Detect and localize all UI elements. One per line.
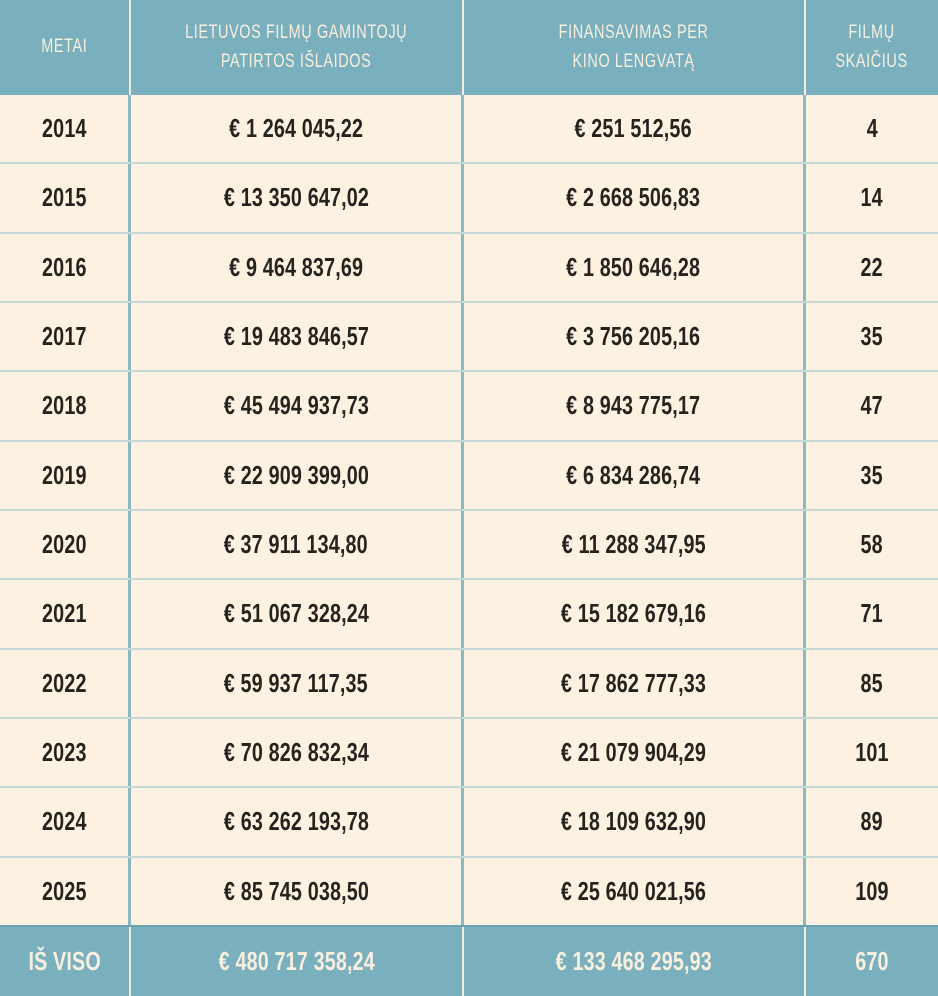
table-header: METAI LIETUVOS FILMŲ GAMINTOJŲ PATIRTOS … — [0, 0, 938, 95]
total-row: IŠ VISO € 480 717 358,24 € 133 468 295,9… — [0, 925, 938, 996]
table-row: 2024 € 63 262 193,78 € 18 109 632,90 89 — [0, 788, 938, 858]
table-row: 2019 € 22 909 399,00 € 6 834 286,74 35 — [0, 441, 938, 511]
incentive-cell: € 18 109 632,90 — [464, 788, 806, 856]
films-count-cell: 35 — [860, 321, 884, 352]
films-count-cell: 58 — [860, 529, 884, 560]
year-cell: 2025 — [0, 857, 132, 925]
incentive-cell: € 8 943 775,17 — [464, 372, 806, 440]
incentive-cell: € 2 668 506,83 — [464, 164, 806, 232]
table-row: 2020 € 37 911 134,80 € 11 288 347,95 58 — [0, 510, 938, 581]
expenses-cell: € 22 909 399,00 — [131, 441, 465, 509]
year-cell: 2022 — [0, 649, 132, 717]
incentive-cell: € 6 834 286,74 — [464, 441, 806, 509]
films-count-cell: 22 — [860, 251, 884, 282]
year-cell: 2014 — [0, 95, 132, 163]
header-incentive: FINANSAVIMAS PER KINO LENGVATĄ — [464, 0, 806, 95]
films-count-cell: 14 — [860, 182, 884, 213]
total-expenses-cell: € 480 717 358,24 — [131, 927, 465, 996]
header-film-count: FILMŲ SKAIČIUS — [806, 0, 938, 95]
incentive-cell: € 25 640 021,56 — [464, 857, 806, 925]
incentive-cell: € 3 756 205,16 — [464, 302, 806, 371]
incentive-cell: € 1 850 646,28 — [464, 233, 806, 301]
films-count-cell: 101 — [855, 737, 889, 768]
table-row: 2023 € 70 826 832,34 € 21 079 904,29 101 — [0, 718, 938, 789]
total-films-cell: 670 — [855, 946, 889, 976]
films-count-cell: 89 — [860, 806, 884, 837]
total-label-cell: IŠ VISO — [0, 927, 132, 996]
year-cell: 2023 — [0, 718, 132, 787]
table-row: 2017 € 19 483 846,57 € 3 756 205,16 35 — [0, 302, 938, 373]
year-cell: 2016 — [0, 233, 132, 301]
year-cell: 2018 — [0, 372, 132, 440]
year-cell: 2017 — [0, 302, 132, 371]
expenses-cell: € 70 826 832,34 — [131, 718, 465, 787]
table-row: 2018 € 45 494 937,73 € 8 943 775,17 47 — [0, 372, 938, 442]
expenses-cell: € 13 350 647,02 — [131, 164, 465, 232]
header-expenses: LIETUVOS FILMŲ GAMINTOJŲ PATIRTOS IŠLAID… — [131, 0, 465, 95]
year-cell: 2021 — [0, 580, 132, 648]
films-count-cell: 71 — [860, 598, 884, 629]
year-cell: 2020 — [0, 510, 132, 579]
expenses-cell: € 9 464 837,69 — [131, 233, 465, 301]
expenses-cell: € 59 937 117,35 — [131, 649, 465, 717]
table-row: 2025 € 85 745 038,50 € 25 640 021,56 109 — [0, 857, 938, 925]
expenses-cell: € 1 264 045,22 — [131, 95, 465, 163]
header-metai: METAI — [0, 0, 132, 95]
incentive-cell: € 11 288 347,95 — [464, 510, 806, 579]
incentive-cell: € 15 182 679,16 — [464, 580, 806, 648]
table-row: 2016 € 9 464 837,69 € 1 850 646,28 22 — [0, 233, 938, 303]
expenses-cell: € 51 067 328,24 — [131, 580, 465, 648]
header-metai-label: METAI — [41, 36, 88, 58]
header-film-count-label: FILMŲ SKAIČIUS — [835, 22, 909, 72]
header-expenses-label: LIETUVOS FILMŲ GAMINTOJŲ PATIRTOS IŠLAID… — [185, 22, 408, 72]
table-row: 2021 € 51 067 328,24 € 15 182 679,16 71 — [0, 580, 938, 650]
films-count-cell: 47 — [860, 390, 884, 421]
films-count-cell: 35 — [860, 459, 884, 490]
year-cell: 2024 — [0, 788, 132, 856]
header-incentive-label: FINANSAVIMAS PER KINO LENGVATĄ — [559, 22, 709, 72]
films-count-cell: 4 — [866, 113, 878, 144]
expenses-cell: € 37 911 134,80 — [131, 510, 465, 579]
table-row: 2015 € 13 350 647,02 € 2 668 506,83 14 — [0, 164, 938, 234]
expenses-cell: € 19 483 846,57 — [131, 302, 465, 371]
expenses-cell: € 63 262 193,78 — [131, 788, 465, 856]
incentive-cell: € 251 512,56 — [464, 95, 806, 163]
films-count-cell: 109 — [855, 875, 889, 906]
expenses-cell: € 85 745 038,50 — [131, 857, 465, 925]
table-row: 2022 € 59 937 117,35 € 17 862 777,33 85 — [0, 649, 938, 719]
total-incentive-cell: € 133 468 295,93 — [464, 927, 806, 996]
table-body: 2014 € 1 264 045,22 € 251 512,56 4 2015 … — [0, 95, 938, 925]
table-row: 2014 € 1 264 045,22 € 251 512,56 4 — [0, 95, 938, 165]
year-cell: 2015 — [0, 164, 132, 232]
incentive-cell: € 17 862 777,33 — [464, 649, 806, 717]
incentive-cell: € 21 079 904,29 — [464, 718, 806, 787]
expenses-cell: € 45 494 937,73 — [131, 372, 465, 440]
films-count-cell: 85 — [860, 667, 884, 698]
year-cell: 2019 — [0, 441, 132, 509]
